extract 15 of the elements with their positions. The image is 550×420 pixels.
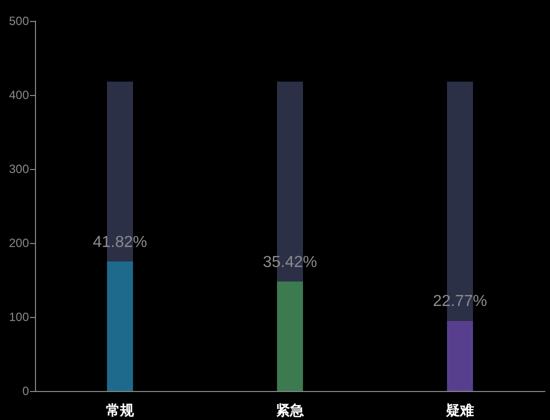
- y-tick-label: 0: [22, 384, 30, 398]
- bar: [447, 320, 473, 391]
- y-tick-label: 500: [8, 14, 30, 28]
- bar: [107, 262, 133, 391]
- bar: [277, 281, 303, 391]
- y-tick-label: 300: [8, 162, 30, 176]
- x-tick-label: 疑难: [445, 402, 474, 418]
- x-tick-label: 常规: [106, 402, 135, 418]
- y-tick-label: 100: [8, 310, 30, 324]
- annotation: 35.42%: [262, 254, 318, 271]
- y-tick-label: 400: [8, 88, 30, 102]
- annotation: 41.82%: [92, 234, 148, 251]
- y-tick-label: 200: [8, 236, 30, 250]
- x-tick-label: 紧急: [276, 402, 305, 418]
- annotation: 22.77%: [432, 293, 488, 310]
